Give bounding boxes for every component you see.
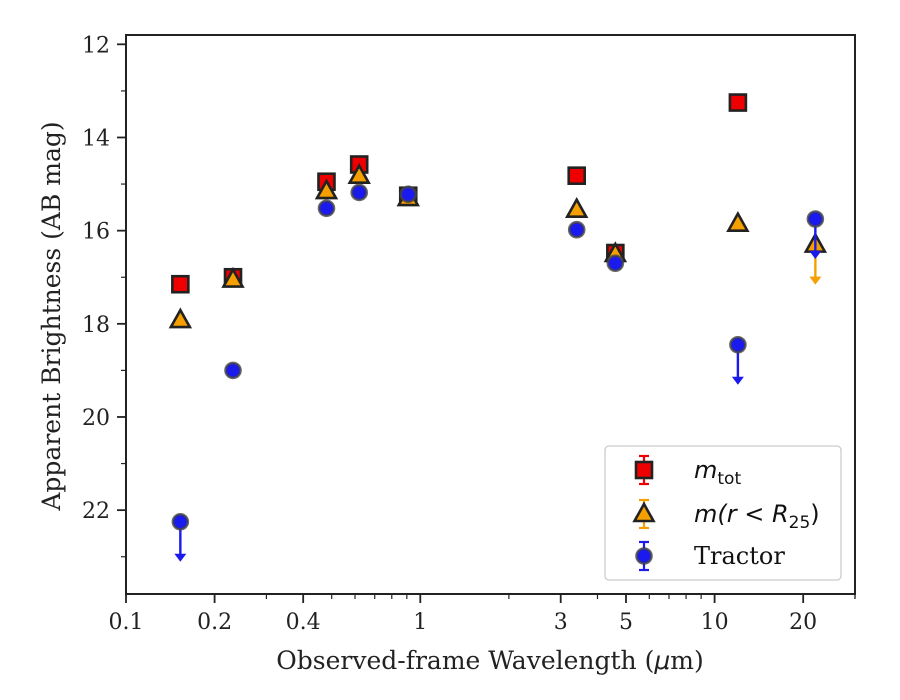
x-axis-label: Observed-frame Wavelength (μm) <box>276 646 703 675</box>
x-tick-label: 20 <box>789 610 817 635</box>
plot-frame <box>125 34 856 595</box>
x-tick-label: 0.4 <box>286 610 321 635</box>
series-tractor <box>171 183 825 562</box>
legend-marker-mr25 <box>632 501 656 523</box>
data-point-mtot <box>567 166 587 185</box>
upper-limit-arrowhead <box>731 376 744 385</box>
legend-entry-tractor: Tractor <box>635 540 785 572</box>
data-point-mr25 <box>726 210 750 232</box>
upper-limit-arrowhead <box>809 251 822 260</box>
data-point-tractor <box>606 254 625 273</box>
legend-entry-mtot: mtot <box>634 454 741 489</box>
data-point-tractor <box>567 220 586 239</box>
data-point-mtot <box>728 93 748 112</box>
x-tick-label: 0.2 <box>197 610 232 635</box>
x-tick-label: 10 <box>701 610 729 635</box>
legend-label-mtot: mtot <box>694 456 741 489</box>
upper-limit-arrowhead <box>174 553 187 562</box>
legend-box <box>604 445 842 581</box>
data-point-mr25 <box>168 307 193 329</box>
data-point-mtot <box>171 274 190 294</box>
upper-limit-arrowhead <box>809 276 822 285</box>
x-tick-label: 1 <box>413 610 427 635</box>
y-tick-label: 18 <box>82 313 110 338</box>
x-tick-label: 5 <box>619 610 633 635</box>
plot-area <box>168 93 828 562</box>
data-point-tractor <box>350 183 368 202</box>
y-tick-label: 20 <box>82 406 110 431</box>
legend-marker-mtot <box>634 460 654 480</box>
data-point-mr25 <box>347 163 371 184</box>
data-point-mr25 <box>221 266 245 288</box>
data-point-tractor <box>806 210 825 228</box>
data-point-tractor <box>317 199 336 218</box>
legend: mtot m(r < R25) Tractor <box>604 445 842 581</box>
x-axis: 0.1 0.2 0.4 1 3 5 10 20 <box>109 594 856 635</box>
data-point-mr25 <box>564 197 589 218</box>
data-point-tractor <box>171 512 190 531</box>
legend-marker-tractor <box>635 547 653 565</box>
data-point-tractor <box>224 361 242 380</box>
data-point-tractor <box>729 335 747 354</box>
data-point-tractor <box>399 185 418 204</box>
y-tick-label: 16 <box>82 220 110 245</box>
x-tick-label: 3 <box>554 610 568 635</box>
legend-label-mr25: m(r < R25) <box>694 500 820 533</box>
y-tick-label: 22 <box>82 499 110 524</box>
x-tick-label: 0.1 <box>109 610 144 635</box>
data-point-mr25 <box>314 178 339 200</box>
legend-label-tractor: Tractor <box>694 542 785 570</box>
legend-entry-mr25: m(r < R25) <box>632 498 820 533</box>
y-axis: 12 14 16 18 20 22 <box>82 33 126 558</box>
y-axis-label: Apparent Brightness (AB mag) <box>37 121 66 511</box>
series-mtot <box>171 93 748 294</box>
series-mr25 <box>168 163 828 329</box>
y-tick-label: 12 <box>82 33 110 58</box>
y-tick-label: 14 <box>82 126 110 151</box>
